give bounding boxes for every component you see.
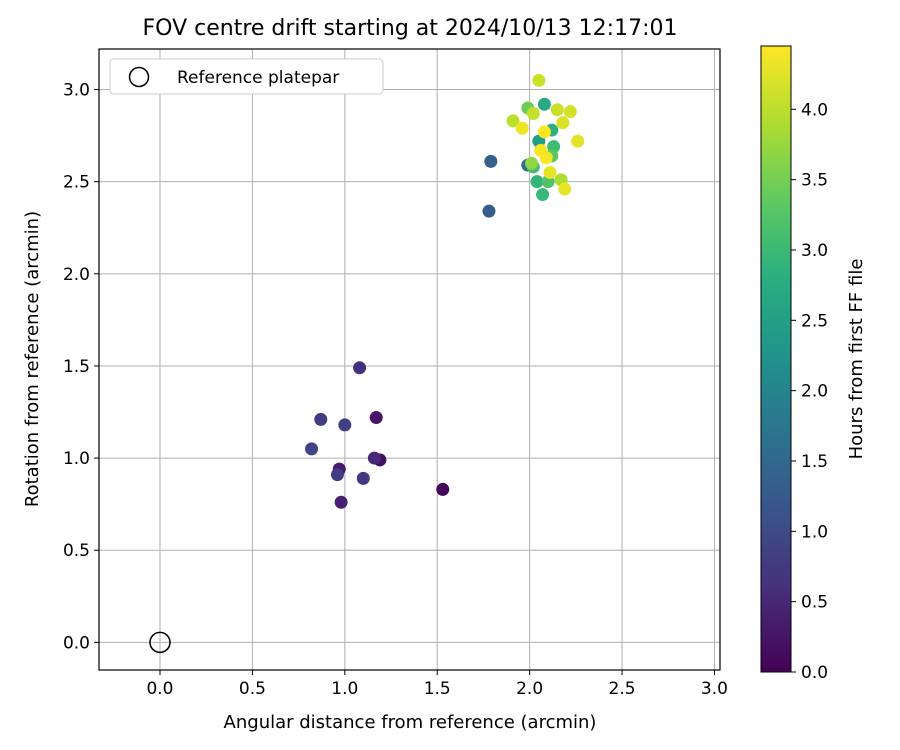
data-point: [550, 103, 564, 117]
data-point: [356, 471, 370, 485]
legend-label: Reference platepar: [177, 68, 339, 88]
legend: Reference platepar: [109, 58, 384, 95]
legend-box: [109, 58, 384, 95]
data-point: [436, 482, 450, 496]
x-tick-label: 0.5: [239, 679, 266, 699]
y-tick-label: 2.5: [63, 173, 90, 193]
data-point: [314, 412, 328, 426]
data-point: [305, 442, 319, 456]
y-tick-label: 0.5: [63, 541, 90, 561]
data-point: [524, 156, 538, 170]
y-axis-label: Rotation from reference (arcmin): [22, 211, 43, 507]
grid: [99, 49, 720, 670]
data-point: [506, 114, 520, 128]
x-tick-label: 1.0: [331, 679, 358, 699]
x-tick-label: 2.0: [516, 679, 543, 699]
colorbar-gradient: [760, 45, 792, 673]
y-tick-label: 1.0: [63, 449, 90, 469]
x-tick-label: 2.5: [609, 679, 636, 699]
data-point: [515, 121, 529, 135]
x-tick-label: 1.5: [424, 679, 451, 699]
data-point: [482, 204, 496, 218]
colorbar-ticks: 0.0 0.5 1.0 1.5 2.0 2.5 3.0 3.5 4.0: [791, 100, 828, 683]
data-point: [330, 468, 344, 482]
data-point: [543, 165, 557, 179]
data-point: [334, 495, 348, 509]
colorbar-label: Hours from first FF file: [846, 259, 867, 460]
x-axis-label: Angular distance from reference (arcmin): [224, 712, 597, 733]
colorbar-tick-label: 3.0: [801, 241, 828, 261]
colorbar-tick-label: 0.5: [801, 593, 828, 613]
y-tick-label: 2.0: [63, 265, 90, 285]
data-point: [534, 143, 548, 157]
data-point: [367, 451, 381, 465]
colorbar: 0.0 0.5 1.0 1.5 2.0 2.5 3.0 3.5 4.0 Hours from f…: [760, 45, 867, 683]
y-tick-label: 3.0: [63, 81, 90, 101]
data-point: [537, 125, 551, 139]
data-point: [571, 134, 585, 148]
data-point: [537, 97, 551, 111]
colorbar-tick-label: 2.0: [801, 382, 828, 402]
plot-frame: [98, 48, 721, 671]
colorbar-tick-label: 2.5: [801, 311, 828, 331]
data-points: [149, 73, 585, 654]
data-point: [536, 188, 550, 202]
x-tick-label: 0.0: [146, 679, 173, 699]
reference-platepar-marker: [149, 631, 171, 654]
chart-title: FOV centre drift starting at 2024/10/13 …: [143, 16, 678, 41]
data-point: [338, 418, 352, 432]
data-point: [556, 116, 570, 130]
colorbar-tick-label: 3.5: [801, 171, 828, 191]
data-point: [558, 182, 572, 196]
legend-marker-open-circle: [128, 66, 150, 88]
data-point: [563, 105, 577, 119]
data-point: [369, 411, 383, 425]
data-point: [353, 361, 367, 375]
x-axis-ticks: 0.0 0.5 1.0 1.5 2.0 2.5 3.0: [146, 670, 728, 699]
data-point: [484, 154, 498, 168]
y-tick-label: 1.5: [63, 357, 90, 377]
y-axis-ticks: 0.0 0.5 1.0 1.5 2.0 2.5 3.0: [63, 81, 99, 653]
data-point: [526, 106, 540, 120]
data-point: [530, 175, 544, 189]
y-tick-label: 0.0: [63, 633, 90, 653]
x-tick-label: 3.0: [701, 679, 728, 699]
colorbar-tick-label: 1.5: [801, 452, 828, 472]
data-point: [532, 73, 546, 87]
colorbar-tick-label: 0.0: [801, 663, 828, 683]
colorbar-tick-label: 4.0: [801, 100, 828, 120]
colorbar-tick-label: 1.0: [801, 522, 828, 542]
